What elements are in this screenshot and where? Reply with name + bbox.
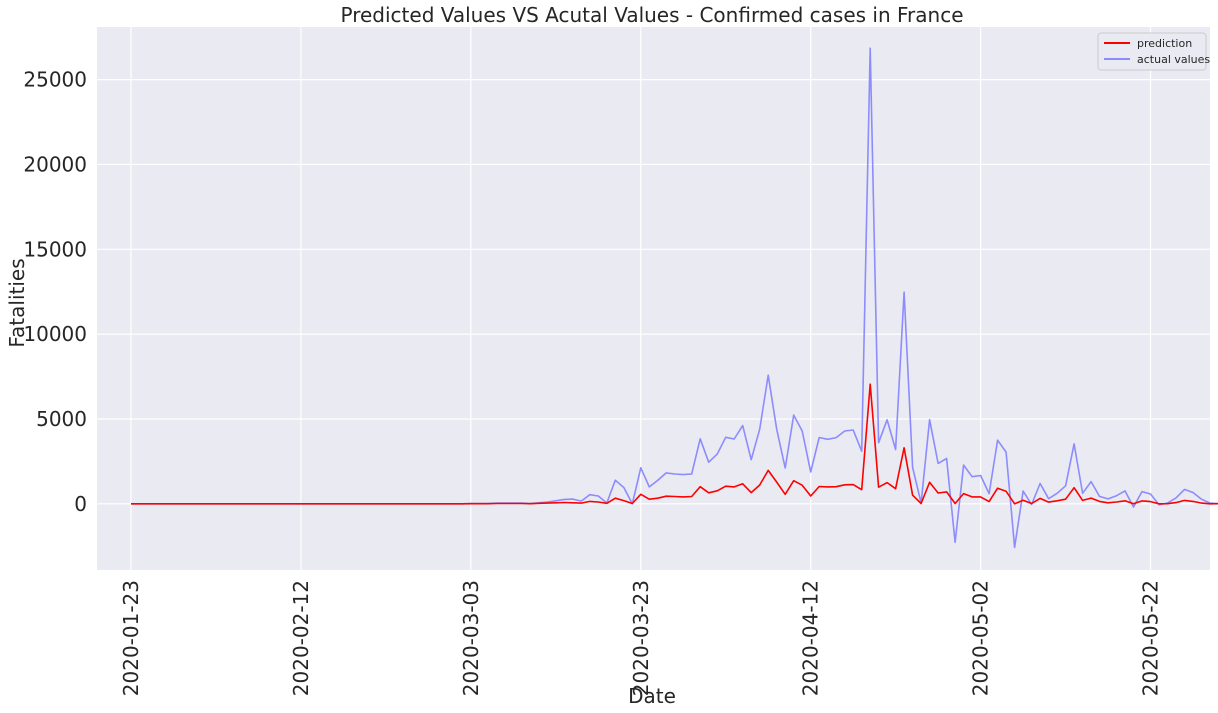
legend-label-actual-values: actual values: [1137, 53, 1210, 66]
y-tick-label: 25000: [23, 68, 87, 92]
tick-labels: 0 5000 10000 15000 20000 25000 2020-01-23 2020-…: [23, 68, 1162, 697]
y-tick-label: 20000: [23, 152, 87, 176]
plot-background: [97, 27, 1210, 570]
x-tick-label: 2020-03-23: [629, 580, 653, 696]
chart-title: Predicted Values VS Acutal Values - Conf…: [341, 3, 964, 27]
x-tick-label: 2020-01-23: [119, 580, 143, 696]
y-tick-label: 15000: [23, 237, 87, 261]
series-layer: [131, 47, 1218, 549]
y-tick-label: 5000: [36, 407, 87, 431]
y-tick-label: 10000: [23, 322, 87, 346]
y-tick-label: 0: [74, 492, 87, 516]
x-axis-label: Date: [628, 684, 676, 708]
x-tick-label: 2020-04-12: [799, 580, 823, 696]
x-tick-label: 2020-05-22: [1139, 580, 1163, 696]
grid: [97, 27, 1210, 570]
legend: prediction actual values: [1097, 32, 1210, 71]
x-tick-label: 2020-02-12: [289, 580, 313, 696]
series-line-prediction: [131, 383, 1218, 505]
x-tick-label: 2020-03-03: [459, 580, 483, 696]
legend-label-prediction: prediction: [1137, 37, 1192, 50]
y-axis-label: Fatalities: [5, 258, 29, 347]
x-tick-label: 2020-05-02: [969, 580, 993, 696]
